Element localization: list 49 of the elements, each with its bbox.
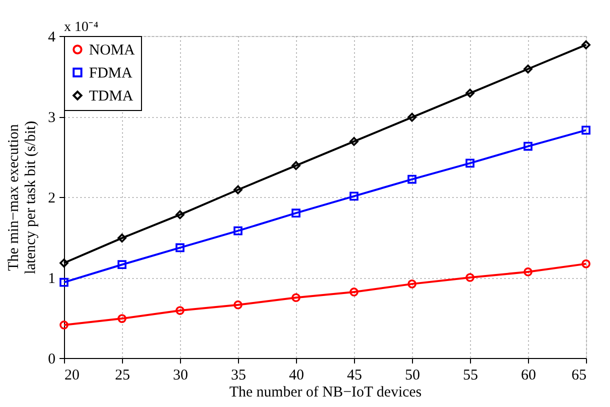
x-tick-label: 20 (64, 368, 80, 384)
x-tick-label: 55 (463, 368, 478, 384)
point (234, 300, 242, 310)
x-axis-title: The number of NB−IoT devices (229, 384, 422, 400)
x-tick-label: 25 (115, 368, 130, 384)
point (60, 258, 68, 268)
point (408, 112, 416, 122)
point (524, 142, 532, 151)
point (234, 226, 242, 236)
point (350, 288, 358, 296)
legend-label: NOMA (89, 42, 135, 58)
y-tick-label: 0 (48, 352, 56, 368)
legend-label: FDMA (89, 66, 133, 82)
point (350, 192, 358, 201)
point (118, 234, 126, 242)
x-tick-label: 60 (521, 368, 536, 384)
y-tick-label: 1 (48, 271, 56, 287)
x-tick-label: 40 (289, 368, 304, 384)
x-tick-label: 30 (173, 368, 188, 384)
y-tick-label: 2 (48, 190, 56, 206)
y-axis-title: The min−max execution latency per task bit (s/bit) (6, 120, 39, 274)
x-tick-label: 65 (572, 368, 586, 384)
y-tick-label: 3 (48, 110, 56, 126)
point (582, 126, 590, 135)
point (524, 267, 532, 276)
y-tick-label: 4 (48, 30, 56, 46)
point (466, 158, 474, 168)
point (524, 64, 532, 74)
x-tick-label: 50 (405, 368, 420, 384)
point (408, 280, 416, 288)
point (292, 208, 300, 218)
legend-label: TDMA (89, 88, 134, 104)
point (118, 260, 126, 270)
point (234, 185, 242, 194)
x-tick-label: 45 (347, 368, 362, 384)
point (466, 273, 474, 282)
point (118, 314, 126, 323)
point (582, 40, 590, 50)
point (60, 278, 68, 287)
point (408, 174, 416, 184)
text: x 10⁻⁴ (64, 20, 98, 35)
x-tick-label: 35 (231, 368, 246, 384)
point (350, 137, 358, 146)
point (292, 293, 300, 302)
point (292, 161, 300, 170)
point (176, 243, 184, 252)
point (176, 210, 184, 220)
point (176, 306, 184, 315)
point (466, 88, 474, 98)
